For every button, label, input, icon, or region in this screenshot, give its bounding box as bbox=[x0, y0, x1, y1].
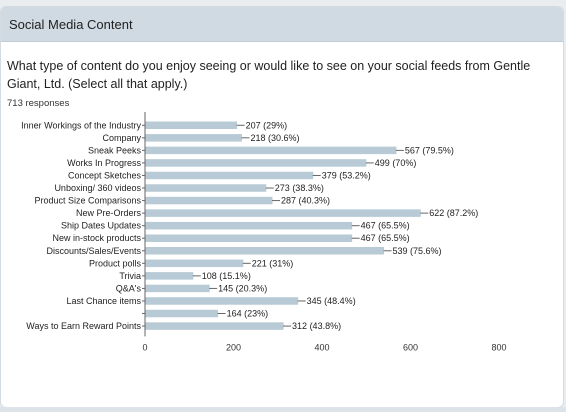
category-label: Q&A's bbox=[116, 283, 142, 293]
bar bbox=[145, 234, 353, 242]
bar bbox=[145, 121, 238, 130]
response-count: 713 responses bbox=[7, 98, 70, 109]
data-label: 567 (79.5%) bbox=[405, 145, 454, 155]
data-label: 164 (23%) bbox=[227, 309, 269, 319]
category-label: Product Size Comparisons bbox=[34, 196, 141, 206]
data-label: 273 (38.3%) bbox=[275, 183, 324, 193]
data-label: 345 (48.4%) bbox=[307, 296, 356, 306]
data-label: 379 (53.2%) bbox=[322, 170, 371, 180]
x-tick-label: 600 bbox=[403, 342, 418, 352]
question-text: What type of content do you enjoy seeing… bbox=[7, 59, 531, 91]
bar bbox=[145, 297, 299, 305]
bar bbox=[145, 134, 242, 142]
bar bbox=[145, 146, 397, 155]
data-label: 207 (29%) bbox=[246, 120, 288, 130]
bar bbox=[145, 247, 385, 255]
bar bbox=[145, 309, 219, 318]
category-label: Inner Workings of the Industry bbox=[21, 120, 141, 130]
bar bbox=[145, 284, 210, 293]
x-tick-label: 200 bbox=[226, 342, 241, 352]
data-label: 108 (15.1%) bbox=[202, 271, 251, 281]
data-label: 539 (75.6%) bbox=[393, 246, 442, 256]
x-tick-label: 0 bbox=[142, 342, 147, 352]
data-label: 467 (65.5%) bbox=[361, 221, 410, 231]
category-label: Concept Sketches bbox=[68, 170, 142, 180]
category-label: Unboxing/ 360 videos bbox=[54, 183, 141, 193]
x-tick-label: 800 bbox=[491, 342, 506, 352]
bar bbox=[145, 196, 273, 205]
chart-card: Social Media Content What type of conten… bbox=[0, 6, 564, 408]
bar bbox=[145, 259, 244, 268]
category-label: New in-stock products bbox=[52, 233, 141, 243]
category-label: Discounts/Sales/Events bbox=[46, 246, 141, 256]
category-label: Ship Dates Updates bbox=[61, 221, 142, 231]
data-label: 622 (87.2%) bbox=[429, 208, 478, 218]
category-label: Ways to Earn Reward Points bbox=[26, 321, 141, 331]
card-title: Social Media Content bbox=[9, 16, 133, 32]
bar bbox=[145, 171, 314, 180]
bottom-divider bbox=[0, 407, 566, 412]
data-label: 218 (30.6%) bbox=[250, 133, 299, 143]
x-tick-label: 400 bbox=[314, 342, 329, 352]
category-label: Works In Progress bbox=[67, 158, 141, 168]
category-label: Product polls bbox=[89, 258, 142, 268]
card-header: Social Media Content bbox=[1, 7, 563, 42]
category-label: Trivia bbox=[119, 271, 141, 281]
bar bbox=[145, 159, 367, 167]
category-label: Last Chance items bbox=[66, 296, 141, 306]
data-label: 287 (40.3%) bbox=[281, 196, 330, 206]
bar bbox=[145, 322, 284, 330]
data-label: 499 (70%) bbox=[375, 158, 417, 168]
bar bbox=[145, 209, 421, 217]
bar bbox=[145, 221, 353, 230]
category-label: Company bbox=[102, 133, 141, 143]
category-label: New Pre-Orders bbox=[76, 208, 142, 218]
bar bbox=[145, 184, 267, 192]
data-label: 312 (43.8%) bbox=[292, 321, 341, 331]
bar-chart: Inner Workings of the Industry 207 (29%) C… bbox=[21, 112, 507, 352]
data-label: 221 (31%) bbox=[252, 258, 294, 268]
category-label: Sneak Peeks bbox=[88, 145, 142, 155]
data-label: 145 (20.3%) bbox=[218, 283, 267, 293]
data-label: 467 (65.5%) bbox=[361, 233, 410, 243]
bar bbox=[145, 272, 194, 280]
